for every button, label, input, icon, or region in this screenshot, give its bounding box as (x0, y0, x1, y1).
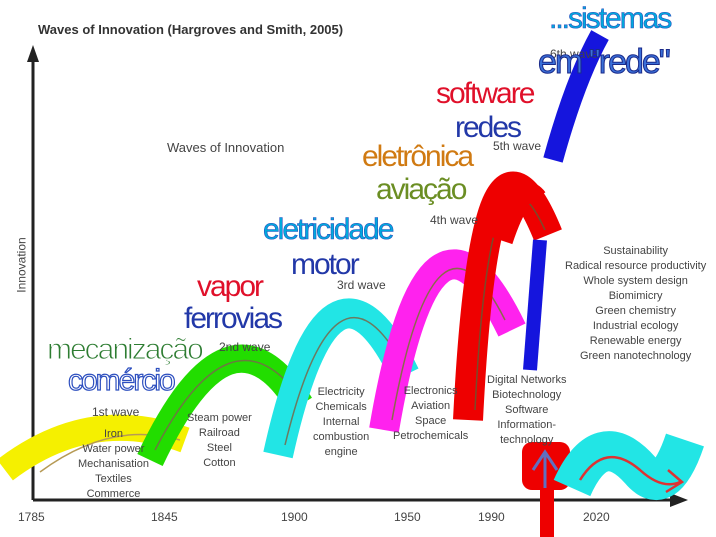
list-item: Chemicals (315, 401, 367, 413)
overlay-w1-line1: mecanização (47, 333, 205, 367)
wave-6-band-lower (523, 239, 547, 371)
list-item: Petrochemicals (393, 430, 469, 442)
wave-5-label: 5th wave (493, 139, 542, 153)
diagram-title: Waves of Innovation (Hargroves and Smith… (38, 22, 344, 37)
x-tick-label: 1785 (18, 510, 45, 524)
list-item: Sustainability (603, 245, 669, 257)
wave-6-label: 6th wave (550, 47, 599, 61)
overlay-w1-line2: comércio (67, 363, 176, 397)
list-item: Railroad (198, 427, 240, 439)
list-item: Software (505, 404, 549, 416)
list-item: Green chemistry (595, 305, 676, 317)
wave-6-band-upper (543, 30, 609, 163)
wave-1-items: Iron Water power Mechanisation Textiles … (78, 427, 149, 502)
overlay-w5-line1: software (436, 77, 535, 110)
list-item: Water power (82, 443, 145, 455)
list-item: Digital Networks (487, 374, 567, 386)
overlay-w4-line1: eletrônica (362, 140, 474, 173)
x-tick-label: 2020 (583, 510, 610, 524)
overlay-w5-line2: redes (455, 111, 522, 144)
list-item: Electronics (403, 385, 458, 397)
x-tick-label: 1900 (281, 510, 308, 524)
list-item: Biomimicry (608, 290, 663, 302)
list-item: Industrial ecology (592, 320, 679, 332)
list-item: Textiles (95, 473, 132, 485)
y-axis-label: Innovation (14, 237, 29, 293)
wave-3-curve (284, 317, 404, 446)
x-tick-label: 1990 (478, 510, 505, 524)
overlay-w2-line2: ferrovias (184, 302, 283, 335)
list-item: Information- (497, 419, 557, 431)
overlay-w2-line1: vapor (197, 270, 264, 303)
wave-2-curve (154, 359, 299, 451)
list-item: Electricity (317, 386, 365, 398)
list-item: Whole system design (583, 275, 688, 287)
wave-2-items: Steam power Railroad Steel Cotton (187, 411, 252, 471)
wave-3-label: 3rd wave (337, 278, 386, 292)
wave-4-items: Electronics Aviation Space Petrochemical… (393, 384, 468, 444)
x-axis-arrow (670, 493, 688, 507)
y-axis-arrow (27, 45, 39, 62)
wave-3-band (263, 298, 419, 459)
future-wave-band (553, 431, 704, 500)
list-item: Biotechnology (492, 389, 562, 401)
list-item: Renewable energy (589, 335, 682, 347)
list-item: technology (500, 434, 554, 446)
overlay-w3-line2: motor (291, 248, 360, 281)
list-item: engine (324, 446, 358, 458)
wave-5-band-inner (487, 182, 546, 245)
overlay-w3-line1: eletricidade (263, 213, 395, 247)
wave-1-label: 1st wave (92, 405, 140, 419)
list-item: Commerce (86, 488, 141, 500)
list-item: Steel (206, 442, 232, 454)
overlay-w6-line2: em "rede" (538, 43, 672, 82)
list-item: Iron (103, 428, 123, 440)
list-item: Steam power (187, 412, 252, 424)
future-wave-arrow-icon (578, 455, 685, 494)
list-item: Cotton (203, 457, 236, 469)
list-item: Internal (322, 416, 360, 428)
list-item: combustion (313, 431, 370, 443)
x-tick-label: 1845 (151, 510, 178, 524)
x-tick-label: 1950 (394, 510, 421, 524)
wave-5-items: Digital Networks Biotechnology Software … (487, 373, 566, 448)
wave-2-band (137, 344, 312, 466)
list-item: Aviation (411, 400, 451, 412)
overlay-w6-line1: ...sistemas (549, 2, 673, 36)
wave-3-items: Electricity Chemicals Internal combustio… (313, 385, 369, 460)
overlay-w4-line2: aviação (376, 173, 467, 206)
diagram-subtitle: Waves of Innovation (167, 140, 285, 155)
list-item: Space (415, 415, 447, 427)
list-item: Mechanisation (78, 458, 149, 470)
future-up-arrow-stem (540, 488, 554, 537)
list-item: Green nanotechnology (579, 350, 692, 362)
wave-4-label: 4th wave (430, 213, 479, 227)
wave-6-items: Sustainability Radical resource producti… (565, 244, 706, 364)
list-item: Radical resource productivity (565, 260, 707, 272)
wave-2-label: 2nd wave (219, 340, 271, 354)
